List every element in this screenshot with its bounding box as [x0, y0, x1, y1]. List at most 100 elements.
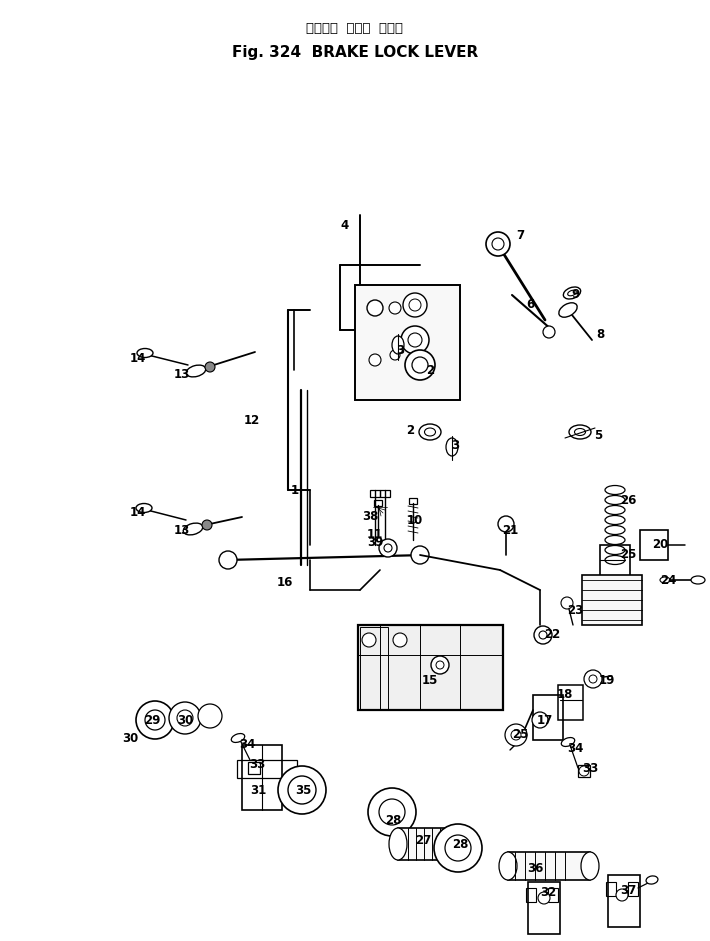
Bar: [558, 685, 583, 720]
Bar: [370, 490, 380, 497]
Circle shape: [498, 516, 514, 532]
Text: 17: 17: [537, 713, 553, 726]
Text: 13: 13: [174, 369, 190, 381]
Circle shape: [205, 362, 215, 372]
Ellipse shape: [183, 523, 203, 534]
Circle shape: [145, 710, 165, 730]
Bar: [398, 828, 458, 860]
Circle shape: [543, 326, 555, 338]
Circle shape: [616, 889, 628, 901]
Circle shape: [278, 766, 326, 814]
Circle shape: [384, 544, 392, 552]
Circle shape: [492, 238, 504, 250]
Ellipse shape: [419, 424, 441, 440]
Ellipse shape: [559, 303, 577, 317]
Text: 34: 34: [239, 739, 255, 752]
Ellipse shape: [562, 738, 574, 746]
Text: 25: 25: [620, 549, 636, 562]
Text: 10: 10: [407, 514, 423, 527]
Text: 28: 28: [385, 814, 401, 826]
Circle shape: [589, 675, 597, 683]
Ellipse shape: [605, 486, 625, 495]
Ellipse shape: [499, 852, 517, 880]
Text: 33: 33: [249, 758, 265, 772]
Text: 14: 14: [130, 352, 146, 364]
Bar: [628, 882, 638, 896]
Text: 39: 39: [367, 536, 383, 550]
Bar: [360, 627, 388, 709]
Circle shape: [434, 824, 482, 872]
Ellipse shape: [646, 876, 658, 885]
Circle shape: [412, 357, 428, 373]
Bar: [237, 760, 297, 778]
Circle shape: [379, 539, 397, 557]
Circle shape: [408, 333, 422, 347]
Text: ブレーキ  ロック  レバー: ブレーキ ロック レバー: [307, 22, 403, 35]
Ellipse shape: [186, 365, 206, 377]
Bar: [533, 695, 563, 740]
Circle shape: [511, 730, 521, 740]
Circle shape: [169, 702, 201, 734]
Bar: [526, 888, 536, 902]
Ellipse shape: [392, 336, 404, 354]
Bar: [548, 888, 558, 902]
Text: 30: 30: [177, 713, 193, 726]
Circle shape: [202, 520, 212, 530]
Ellipse shape: [605, 546, 625, 554]
Text: 38: 38: [362, 511, 378, 523]
Text: 5: 5: [594, 428, 602, 441]
Text: 26: 26: [620, 493, 636, 506]
Circle shape: [390, 350, 400, 360]
Text: 37: 37: [620, 884, 636, 897]
Bar: [600, 545, 630, 600]
Bar: [582, 575, 642, 625]
Bar: [355, 285, 460, 400]
Circle shape: [389, 302, 401, 314]
Text: 7: 7: [516, 229, 524, 242]
Circle shape: [219, 551, 237, 569]
Ellipse shape: [605, 505, 625, 515]
Ellipse shape: [605, 555, 625, 565]
Text: 19: 19: [599, 674, 615, 687]
Circle shape: [538, 892, 550, 904]
Circle shape: [534, 626, 552, 644]
Text: 29: 29: [144, 713, 160, 726]
Text: 11: 11: [367, 529, 383, 541]
Circle shape: [393, 633, 407, 647]
Bar: [248, 762, 260, 774]
Circle shape: [561, 597, 573, 609]
Circle shape: [369, 354, 381, 366]
Circle shape: [411, 546, 429, 564]
Ellipse shape: [389, 828, 407, 860]
Text: 20: 20: [652, 538, 668, 551]
Ellipse shape: [605, 496, 625, 504]
Text: 2: 2: [406, 423, 414, 437]
Bar: [409, 498, 417, 504]
Circle shape: [403, 293, 427, 317]
Ellipse shape: [425, 428, 435, 436]
Ellipse shape: [449, 828, 467, 860]
Ellipse shape: [231, 734, 245, 742]
Circle shape: [368, 788, 416, 836]
Bar: [606, 882, 616, 896]
Circle shape: [177, 710, 193, 726]
Circle shape: [288, 776, 316, 804]
Text: 24: 24: [660, 573, 676, 586]
Text: 33: 33: [582, 761, 598, 774]
Text: 2: 2: [426, 363, 434, 376]
Circle shape: [409, 299, 421, 311]
Circle shape: [136, 701, 174, 739]
Circle shape: [532, 712, 548, 728]
Text: 13: 13: [174, 523, 190, 536]
Text: 3: 3: [396, 343, 404, 357]
Circle shape: [198, 704, 222, 728]
Text: 23: 23: [567, 603, 583, 616]
Circle shape: [405, 350, 435, 380]
Text: 14: 14: [130, 505, 146, 518]
Circle shape: [401, 326, 429, 354]
Bar: [508, 852, 590, 880]
Circle shape: [539, 631, 547, 639]
Ellipse shape: [574, 428, 586, 436]
Text: 6: 6: [526, 298, 534, 311]
Text: 4: 4: [341, 218, 349, 231]
